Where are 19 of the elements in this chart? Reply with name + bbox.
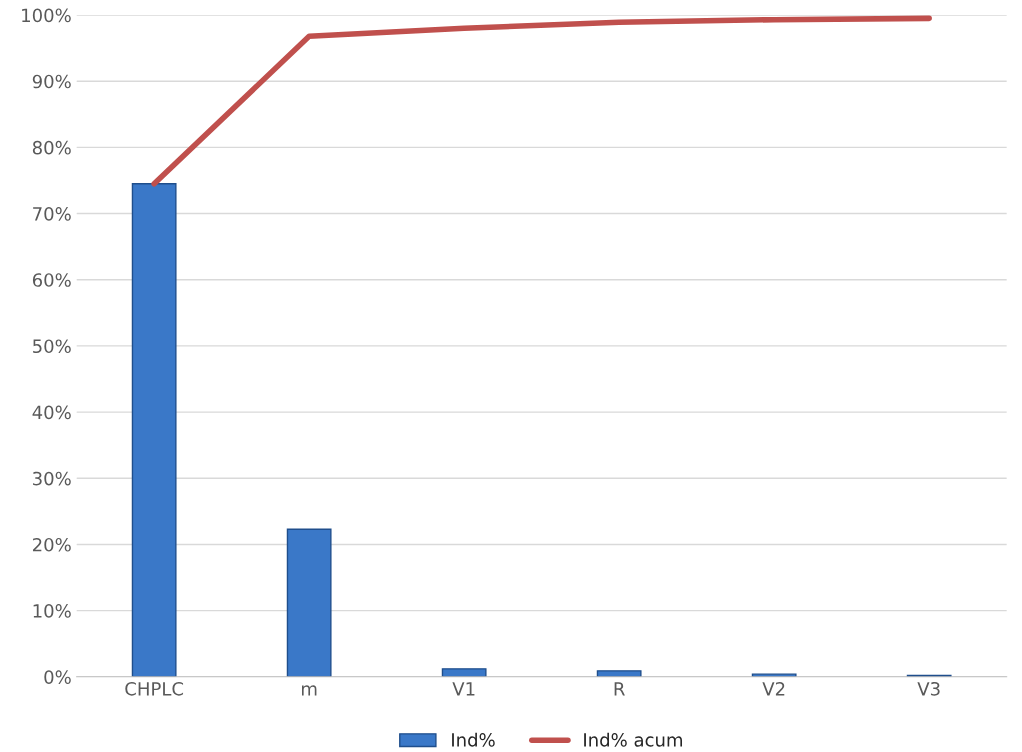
legend-label: Ind% [452, 732, 495, 747]
y-tick-label: 90% [32, 74, 71, 89]
y-tick-label: 50% [33, 339, 71, 354]
y-tick-label: 30% [33, 471, 71, 486]
x-tick-label: V3 [917, 681, 940, 696]
x-tick-label: V1 [452, 682, 475, 696]
y-tick-label: 70% [33, 207, 71, 221]
x-tick-label: V2 [762, 681, 785, 696]
y-tick-label: 40% [32, 405, 71, 420]
y-tick-label: 0% [44, 670, 71, 684]
legend-label: Ind% acum [584, 732, 683, 747]
y-tick-label: 20% [32, 537, 71, 552]
y-tick-label: 100% [22, 8, 71, 23]
x-tick-label: CHPLC [125, 681, 184, 696]
x-tick-label: m [302, 685, 317, 696]
y-tick-label: 60% [32, 273, 71, 287]
y-tick-label: 10% [33, 604, 71, 618]
x-tick-label: R [614, 682, 625, 696]
y-tick-label: 80% [32, 140, 71, 155]
